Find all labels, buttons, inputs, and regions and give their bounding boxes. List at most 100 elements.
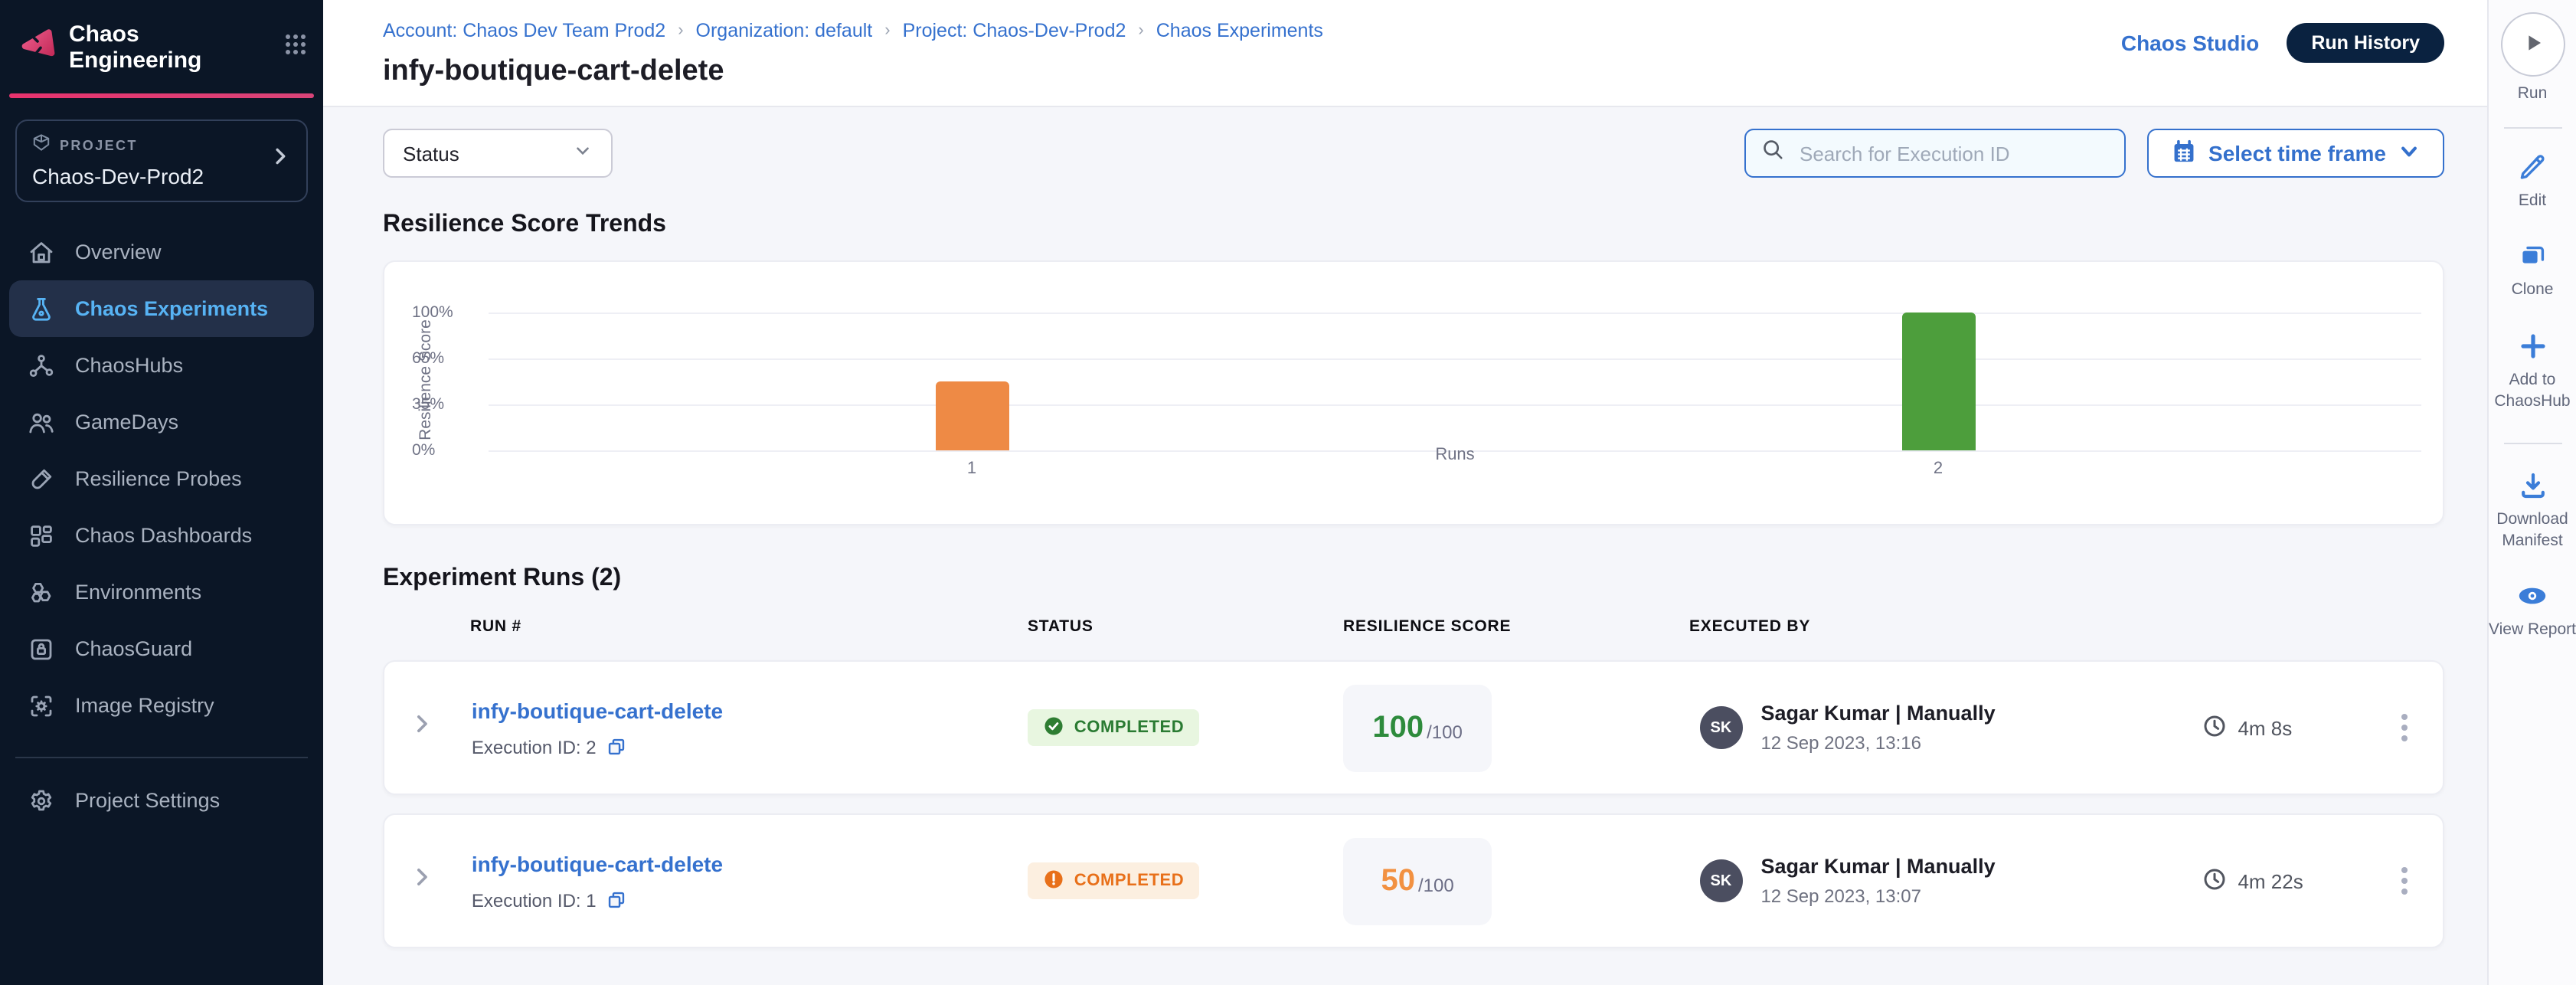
column-header-run: RUN #	[470, 617, 522, 636]
copy-icon[interactable]	[607, 890, 627, 910]
status-icon	[1044, 715, 1065, 741]
row-menu-kebab-icon[interactable]	[2401, 714, 2408, 720]
y-tick-label: 0%	[412, 441, 436, 460]
table-row: infy-boutique-cart-delete Execution ID: …	[383, 813, 2444, 948]
sidebar-item-label: ChaosGuard	[75, 637, 193, 660]
sidebar-item-label: Chaos Experiments	[75, 297, 269, 320]
sidebar-item-label: Overview	[75, 241, 162, 263]
sidebar-item-chaosguard[interactable]: ChaosGuard	[9, 620, 314, 677]
eye-icon	[2516, 580, 2548, 614]
module-grid-icon[interactable]	[283, 31, 308, 64]
runs-table-header: RUN # STATUS RESILIENCE SCORE EXECUTED BY	[383, 617, 2444, 639]
breadcrumb-link-organization-default[interactable]: Organization: default	[695, 20, 873, 41]
sidebar-item-chaos-dashboards[interactable]: Chaos Dashboards	[9, 507, 314, 564]
sidebar-item-overview[interactable]: Overview	[9, 224, 314, 280]
sidebar-item-project-settings[interactable]: Project Settings	[9, 772, 314, 829]
sidebar-item-label: Chaos Dashboards	[75, 524, 253, 547]
sidebar-item-gamedays[interactable]: GameDays	[9, 394, 314, 450]
cube-icon	[32, 132, 51, 159]
time-frame-button[interactable]: Select time frame	[2147, 129, 2444, 178]
action-rail: Run Edit Clone Add to ChaosHub Download …	[2487, 0, 2576, 985]
download-icon	[2517, 469, 2548, 502]
rail-divider	[2503, 443, 2561, 445]
run-history-button[interactable]: Run History	[2287, 23, 2444, 63]
main-area: Account: Chaos Dev Team Prod2 › Organizati…	[323, 0, 2487, 985]
status-filter-dropdown[interactable]: Status	[383, 129, 613, 178]
runs-table: infy-boutique-cart-delete Execution ID: …	[383, 660, 2444, 948]
project-selector[interactable]: PROJECT Chaos-Dev-Prod2	[15, 119, 308, 202]
row-menu-kebab-icon[interactable]	[2401, 867, 2408, 873]
search-input[interactable]	[1796, 140, 2109, 166]
view-report-button[interactable]: View Report	[2488, 580, 2576, 642]
column-header-resilience-score: RESILIENCE SCORE	[1343, 617, 1512, 636]
run-button[interactable]	[2500, 12, 2565, 77]
run-duration: 4m 8s	[2238, 716, 2293, 739]
edit-button[interactable]: Edit	[2488, 149, 2576, 211]
edit-icon	[2517, 149, 2548, 183]
y-tick-label: 65%	[412, 349, 445, 368]
y-axis-title: Resilience Score	[417, 319, 435, 440]
breadcrumb-link-chaos-experiments[interactable]: Chaos Experiments	[1156, 20, 1323, 41]
chevron-down-icon	[2398, 140, 2420, 166]
clone-button[interactable]: Clone	[2488, 240, 2576, 302]
expand-row-chevron-icon[interactable]	[411, 712, 434, 743]
rail-action-label: Edit	[2518, 191, 2547, 210]
sidebar-item-label: GameDays	[75, 411, 179, 434]
clock-icon	[2202, 866, 2227, 895]
page-title: infy-boutique-cart-delete	[383, 55, 724, 87]
chart-plot-area: 0% 35% 65% 100% 1 2	[412, 303, 2421, 478]
breadcrumb: Account: Chaos Dev Team Prod2 › Organizati…	[383, 20, 1323, 41]
rail-action-label: Add to ChaosHub	[2494, 370, 2571, 411]
run-name-link[interactable]: infy-boutique-cart-delete	[471, 851, 724, 875]
expand-row-chevron-icon[interactable]	[411, 866, 434, 896]
run-name-link[interactable]: infy-boutique-cart-delete	[471, 698, 724, 722]
download-manifest-button[interactable]: Download Manifest	[2488, 469, 2576, 552]
status-badge: COMPLETED	[1028, 862, 1200, 899]
sidebar-item-environments[interactable]: Environments	[9, 564, 314, 620]
avatar: SK	[1699, 706, 1743, 749]
executed-at: 12 Sep 2023, 13:16	[1760, 732, 1921, 754]
people-icon	[26, 407, 55, 437]
sidebar-item-label: Resilience Probes	[75, 467, 242, 490]
resilience-score: 100 /100	[1343, 684, 1492, 771]
executed-by: Sagar Kumar | Manually	[1760, 855, 1996, 878]
column-header-executed-by: EXECUTED BY	[1689, 617, 1811, 636]
gridline	[489, 404, 2421, 406]
sidebar-item-chaos-experiments[interactable]: Chaos Experiments	[9, 280, 314, 337]
sidebar-item-resilience-probes[interactable]: Resilience Probes	[9, 450, 314, 507]
dashboard-icon	[26, 521, 55, 550]
rail-divider	[2503, 126, 2561, 129]
status-badge: COMPLETED	[1028, 709, 1200, 746]
gridline	[489, 450, 2421, 452]
sidebar-nav: Overview Chaos Experiments ChaosHubs Gam…	[0, 224, 323, 734]
executed-at: 12 Sep 2023, 13:07	[1760, 885, 1921, 907]
brand-underline	[9, 93, 314, 98]
probe-icon	[26, 464, 55, 493]
sidebar-item-image-registry[interactable]: Image Registry	[9, 677, 314, 734]
play-icon	[2520, 30, 2545, 59]
column-header-status: STATUS	[1028, 617, 1093, 636]
runs-section-title: Experiment Runs (2)	[383, 565, 622, 591]
add-to-chaoshub-button[interactable]: Add to ChaosHub	[2488, 329, 2576, 413]
chaos-studio-link[interactable]: Chaos Studio	[2120, 31, 2260, 55]
run-button-label: Run	[2517, 84, 2548, 103]
x-tick-label: 1	[966, 460, 977, 478]
trends-section-title: Resilience Score Trends	[383, 211, 666, 237]
project-label: PROJECT	[60, 138, 138, 153]
breadcrumb-link-account-chaos-dev-team-prod2[interactable]: Account: Chaos Dev Team Prod2	[383, 20, 666, 41]
resilience-trend-bar-2[interactable]	[1901, 313, 1975, 450]
y-tick-label: 100%	[412, 303, 453, 322]
gear-icon	[26, 786, 55, 815]
breadcrumb-separator-icon: ›	[884, 21, 891, 40]
resilience-score: 50 /100	[1343, 837, 1492, 924]
sidebar-divider	[15, 757, 308, 758]
sidebar-item-chaoshubs[interactable]: ChaosHubs	[9, 337, 314, 394]
resilience-trend-bar-1[interactable]	[935, 381, 1008, 450]
breadcrumb-link-project-chaos-dev-prod2[interactable]: Project: Chaos-Dev-Prod2	[902, 20, 1126, 41]
sidebar-item-label: Environments	[75, 581, 202, 604]
sidebar-item-label: Project Settings	[75, 789, 221, 812]
copy-icon[interactable]	[607, 737, 627, 757]
sidebar: Chaos Engineering	[0, 0, 323, 985]
execution-id: Execution ID: 2	[471, 736, 597, 758]
content: Status	[323, 107, 2487, 985]
